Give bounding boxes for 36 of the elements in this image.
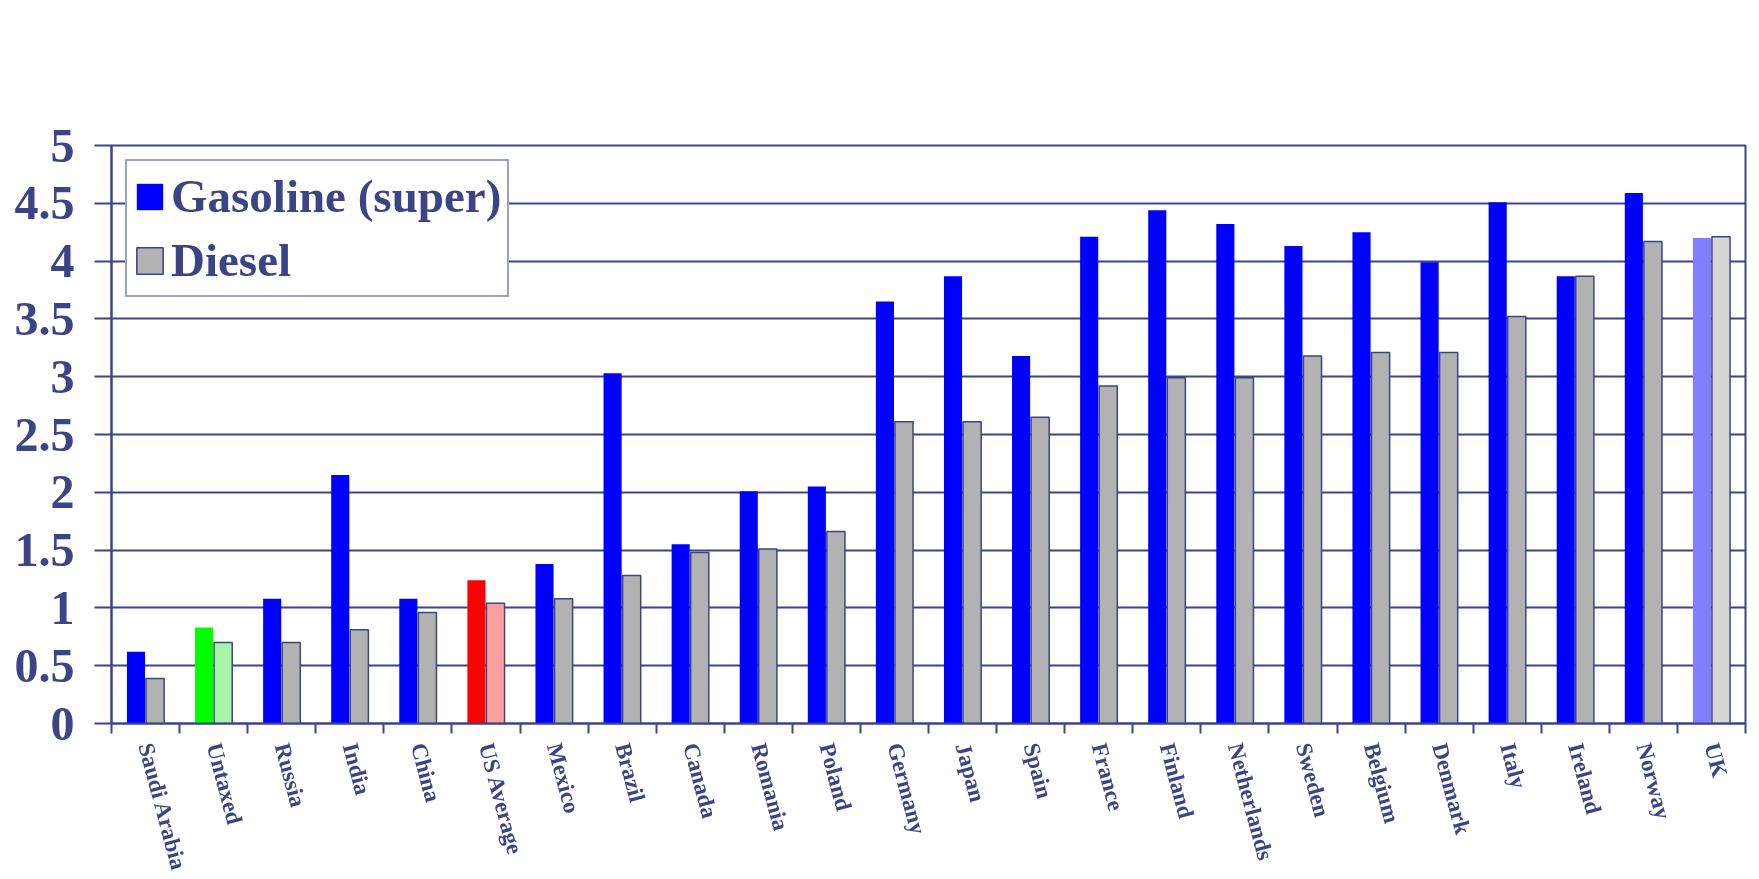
x-tick-label: Russia [269, 740, 311, 811]
y-tick-label: 1.5 [14, 523, 75, 577]
y-tick-label: 4 [50, 234, 75, 288]
x-tick-label: Sweden [1290, 740, 1335, 820]
y-tick-label: 1 [50, 580, 75, 634]
x-tick-label: Germany [882, 740, 931, 838]
x-tick-label: Saudi Arabia [133, 740, 192, 873]
x-tick-label: India [337, 740, 376, 798]
x-tick-label: Belgium [1358, 740, 1405, 826]
x-tick-label: Brazil [610, 740, 650, 805]
y-tick-label: 4.5 [14, 176, 75, 230]
x-tick-label: Denmark [1427, 740, 1476, 838]
x-tick-label: US Average [473, 740, 528, 857]
y-tick-label: 0 [50, 696, 75, 750]
x-tick-label: Finland [1154, 740, 1199, 822]
x-tick-label: France [1086, 740, 1129, 814]
y-tick-label: 0.5 [14, 638, 75, 692]
x-tick-label: Norway [1631, 740, 1676, 823]
x-tick-label: Spain [1018, 740, 1058, 802]
x-tick-label: Romania [746, 740, 794, 834]
legend-label: Gasoline (super) [171, 169, 502, 224]
x-tick-label: Untaxed [201, 740, 248, 828]
y-tick-label: 3.5 [14, 291, 75, 345]
y-tick-label: 2.5 [14, 407, 75, 461]
legend-label: Diesel [171, 233, 292, 288]
y-tick-label: 3 [50, 349, 75, 403]
y-tick-label: 2 [50, 465, 75, 519]
y-tick-label: 5 [50, 118, 75, 172]
x-tick-label: China [405, 740, 446, 806]
x-tick-label: Poland [814, 740, 857, 814]
x-tick-label: Ireland [1563, 740, 1607, 817]
x-tick-label: Mexico [541, 740, 585, 816]
x-tick-label: Canada [678, 740, 723, 822]
x-tick-label: UK [1699, 740, 1733, 781]
x-tick-label: Italy [1495, 740, 1532, 792]
x-tick-label: Japan [950, 740, 991, 805]
